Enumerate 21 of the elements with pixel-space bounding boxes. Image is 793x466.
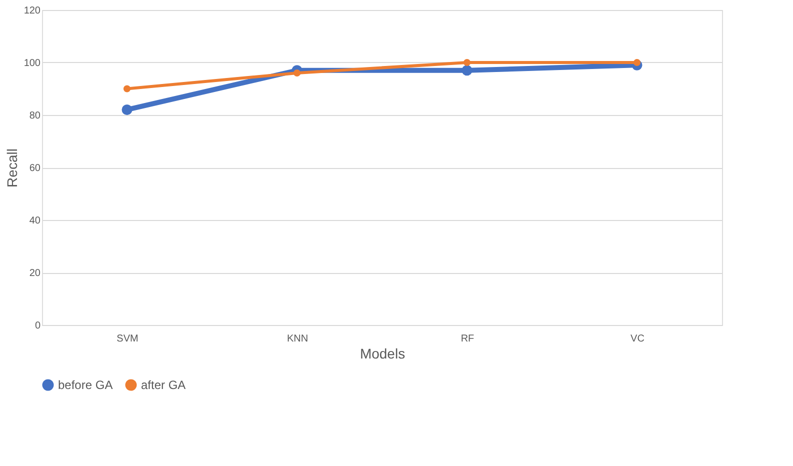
point bbox=[463, 58, 471, 66]
point bbox=[122, 104, 132, 115]
y-axis-title: Recall bbox=[4, 148, 20, 188]
y-tick-label: 100 bbox=[24, 58, 41, 69]
x-tick-label: VC bbox=[630, 334, 644, 344]
y-tick-label: 40 bbox=[29, 216, 41, 226]
point bbox=[462, 65, 472, 76]
point bbox=[123, 85, 131, 92]
y-tick-label: 20 bbox=[29, 268, 41, 279]
x-axis-title: Models bbox=[360, 346, 406, 362]
legend-label: before GA bbox=[58, 378, 113, 392]
y-tick-label: 0 bbox=[34, 320, 41, 332]
y-tick-label: 80 bbox=[29, 110, 41, 122]
point bbox=[633, 58, 641, 66]
y-tick-label: 120 bbox=[24, 6, 41, 16]
x-tick-label: KNN bbox=[286, 334, 308, 344]
x-tick-label: RF bbox=[460, 334, 474, 344]
legend-label: after GA bbox=[141, 378, 186, 392]
x-tick-label: SVM bbox=[116, 334, 138, 344]
point bbox=[293, 69, 301, 77]
y-tick-label: 60 bbox=[29, 163, 41, 174]
